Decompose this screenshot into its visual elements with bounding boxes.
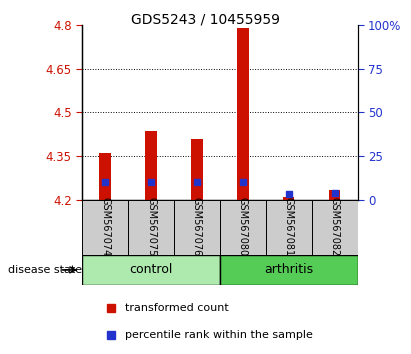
Text: transformed count: transformed count [125, 303, 229, 313]
Bar [237, 28, 249, 200]
Text: GSM567080: GSM567080 [238, 197, 248, 256]
Bar [220, 255, 358, 285]
Bar [283, 196, 294, 200]
Bar [99, 153, 111, 200]
Bar [128, 200, 174, 255]
Text: disease state: disease state [8, 265, 82, 275]
Text: GSM567074: GSM567074 [100, 197, 110, 256]
Text: GDS5243 / 10455959: GDS5243 / 10455959 [131, 12, 280, 27]
Text: GSM567076: GSM567076 [192, 197, 202, 256]
Bar [312, 200, 358, 255]
Bar [82, 255, 220, 285]
Bar [191, 139, 203, 200]
Bar [174, 200, 220, 255]
Bar [266, 200, 312, 255]
Text: arthritis: arthritis [264, 263, 313, 276]
Bar [82, 200, 128, 255]
Text: percentile rank within the sample: percentile rank within the sample [125, 330, 313, 340]
Bar [220, 200, 266, 255]
Text: control: control [129, 263, 173, 276]
Bar [145, 131, 157, 200]
Bar [329, 190, 340, 200]
Text: GSM567081: GSM567081 [284, 197, 294, 256]
Text: GSM567082: GSM567082 [330, 197, 339, 256]
Text: GSM567075: GSM567075 [146, 197, 156, 256]
